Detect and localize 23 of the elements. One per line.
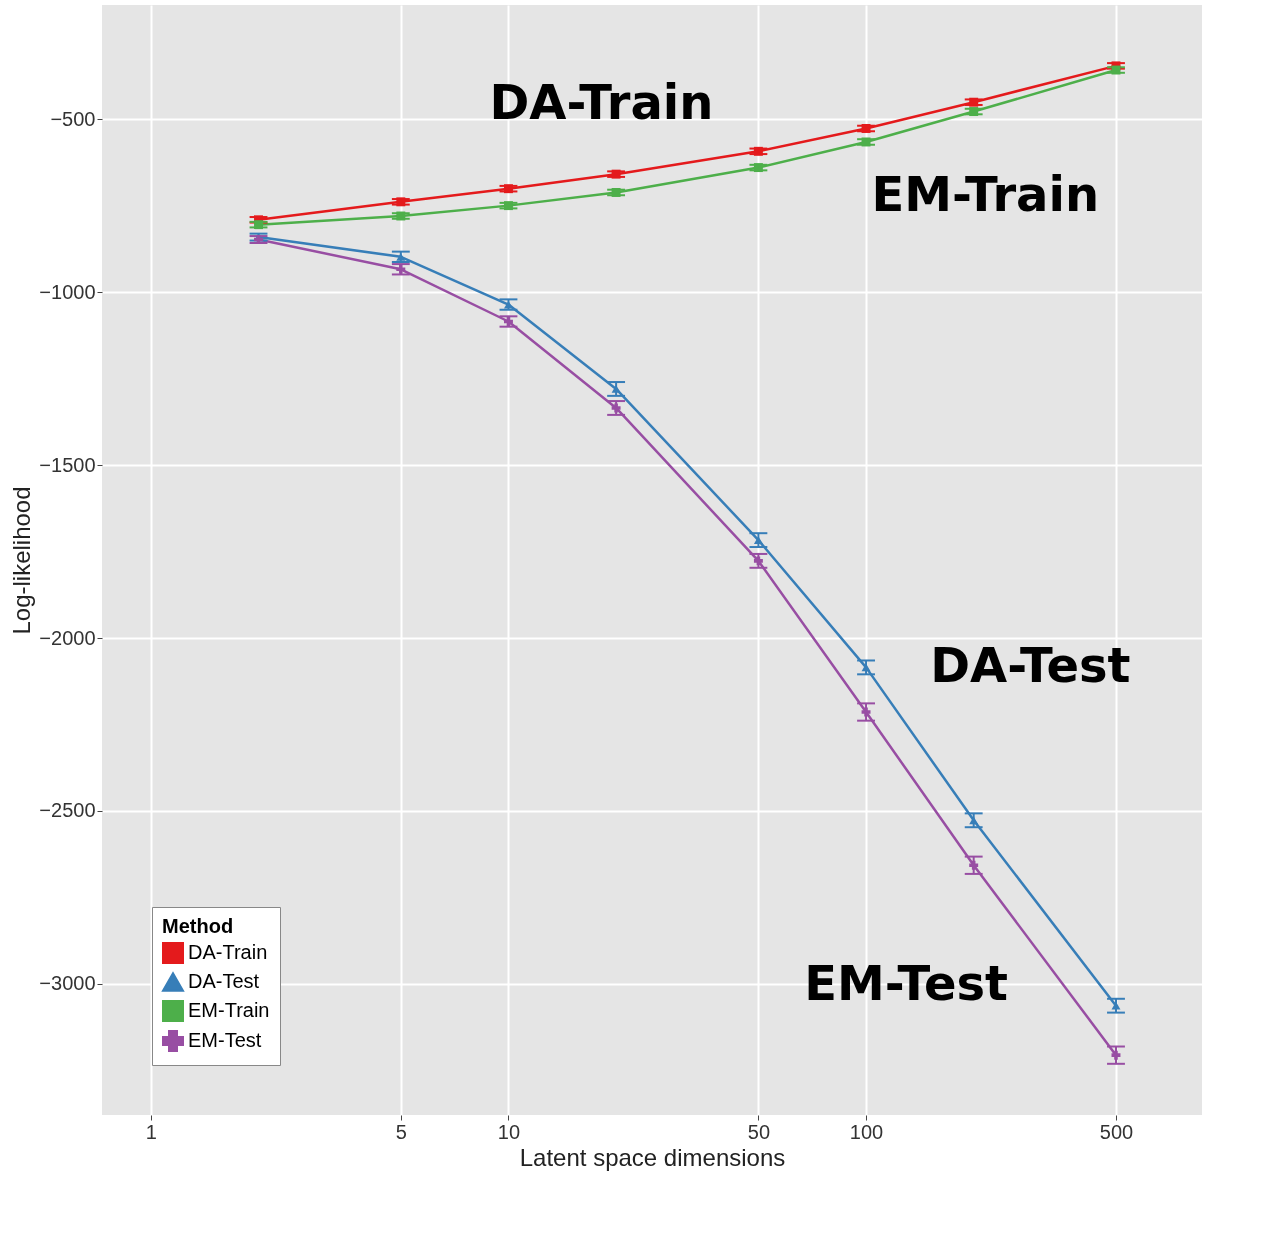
y-tick-label: −3000 [39, 972, 96, 995]
annotation: DA-Test [930, 636, 1131, 693]
annotation: EM-Train [871, 166, 1100, 223]
y-tick-label: −2000 [39, 626, 96, 649]
y-tick-label: −2500 [39, 799, 96, 822]
legend-title: Method [162, 915, 234, 937]
x-axis-title: Latent space dimensions [519, 1143, 786, 1171]
legend-label: EM-Train [188, 999, 270, 1021]
y-tick-label: −1500 [39, 453, 96, 476]
x-tick-label: 50 [747, 1120, 771, 1143]
legend-label: DA-Train [188, 941, 268, 963]
x-tick-label: 5 [395, 1120, 407, 1143]
y-tick-label: −500 [50, 107, 96, 130]
y-tick-label: −1000 [39, 280, 96, 303]
legend-label: DA-Test [188, 970, 260, 992]
x-tick-label: 100 [849, 1120, 884, 1143]
x-tick-label: 500 [1099, 1120, 1134, 1143]
x-tick-label: 10 [497, 1120, 521, 1143]
annotation: DA-Train [489, 73, 714, 130]
legend-label: EM-Test [188, 1029, 262, 1051]
x-tick-label: 1 [145, 1120, 157, 1143]
annotation: EM-Test [804, 955, 1009, 1012]
y-axis-title: Log-likelihood [8, 486, 36, 635]
